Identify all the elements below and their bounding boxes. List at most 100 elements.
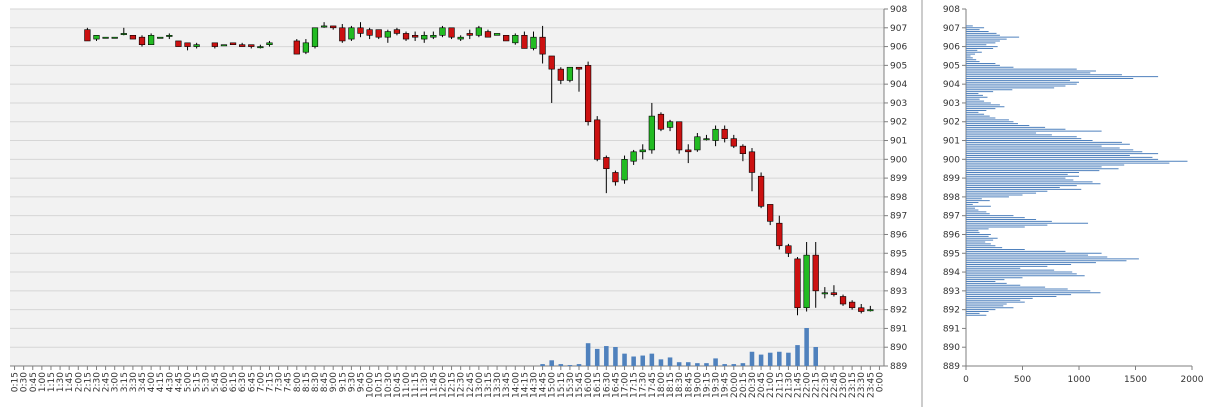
candle-body: [293, 40, 300, 55]
x-tick-label: 3:00: [111, 372, 121, 392]
candle: [603, 155, 610, 194]
candle-body: [685, 149, 692, 153]
x-tick-label: 16:15: [593, 372, 603, 398]
candle: [138, 35, 146, 47]
candle: [120, 27, 127, 36]
candle-body: [612, 172, 619, 183]
profile-y-tick-label: 905: [943, 61, 960, 71]
candle-body: [858, 307, 865, 312]
candle-body: [493, 33, 501, 36]
candle: [630, 149, 637, 165]
x-tick-label: 2:15: [83, 372, 93, 392]
candle: [466, 29, 473, 40]
x-tick-label: 14:00: [511, 372, 521, 398]
volume-bar: [786, 352, 791, 366]
x-tick-label: 3:30: [129, 372, 139, 392]
x-tick-label: 5:30: [202, 372, 212, 392]
candle: [293, 39, 300, 55]
volume-bar: [704, 363, 709, 366]
x-tick-label: 18:30: [675, 372, 685, 398]
x-tick-label: 7:15: [265, 372, 275, 392]
candle-body: [193, 44, 200, 47]
x-tick-label: 18:15: [666, 372, 676, 398]
candle-body: [566, 66, 574, 81]
candle-body: [621, 159, 628, 181]
x-tick-label: 13:30: [493, 372, 503, 398]
x-tick-label: 13:45: [502, 372, 512, 398]
volume-bar: [658, 359, 664, 366]
candle: [539, 25, 546, 64]
volume-bar: [540, 364, 545, 366]
volume-bar: [667, 357, 673, 366]
profile-y-tick-label: 896: [943, 230, 960, 240]
candle-body: [402, 33, 410, 40]
x-tick-label: 20:00: [730, 372, 740, 398]
profile-y-tick-label: 904: [943, 80, 960, 90]
candle: [229, 42, 237, 45]
candle-body: [220, 44, 228, 47]
profile-x-tick-label: 2000: [1181, 375, 1204, 385]
candle-body: [384, 31, 391, 38]
candle-body: [730, 138, 737, 147]
candle: [184, 42, 191, 51]
y-tick-label: 894: [890, 268, 907, 278]
candle: [785, 243, 792, 258]
x-tick-label: 0:00: [875, 372, 885, 392]
y-tick-label: 891: [890, 324, 907, 334]
candle: [248, 44, 255, 49]
volume-bar: [767, 352, 773, 366]
candle-body: [457, 36, 464, 40]
candle: [430, 31, 437, 40]
x-tick-label: 12:00: [438, 372, 448, 398]
candle: [666, 119, 674, 132]
x-tick-label: 10:00: [366, 372, 376, 398]
candle-body: [748, 151, 756, 173]
candle: [548, 55, 555, 103]
x-tick-label: 9:30: [347, 372, 357, 392]
x-tick-label: 23:15: [848, 372, 858, 398]
x-tick-label: 10:15: [375, 372, 385, 398]
candle-body: [448, 27, 455, 38]
candle-body: [584, 65, 592, 123]
x-tick-label: 15:45: [575, 372, 585, 398]
x-tick-label: 11:00: [402, 372, 412, 398]
x-tick-label: 3:45: [138, 372, 148, 392]
volume-bar: [685, 362, 691, 366]
candle-body: [366, 29, 373, 36]
candle: [220, 44, 228, 47]
candle: [384, 29, 391, 43]
candle: [794, 257, 801, 316]
candle: [393, 27, 401, 36]
x-tick-label: 4:15: [156, 372, 166, 392]
x-tick-label: 21:30: [784, 372, 794, 398]
candle-body: [849, 301, 856, 309]
candle-body: [694, 136, 701, 151]
candle: [621, 155, 628, 184]
x-tick-label: 22:15: [812, 372, 822, 398]
x-tick-label: 14:30: [529, 372, 539, 398]
x-tick-label: 20:45: [757, 372, 767, 398]
candle: [657, 112, 665, 132]
x-tick-label: 12:30: [457, 372, 467, 398]
candle: [257, 44, 264, 49]
candle: [721, 125, 728, 143]
candle-body: [603, 157, 610, 170]
candle: [557, 67, 564, 85]
candle: [475, 25, 482, 38]
x-tick-label: 15:30: [566, 372, 576, 398]
x-tick-label: 19:15: [702, 372, 712, 398]
candle-body: [311, 27, 319, 47]
x-tick-label: 20:15: [739, 372, 749, 398]
profile-x-tick-label: 500: [1014, 375, 1031, 385]
candle-body: [639, 149, 646, 153]
x-tick-label: 7:30: [275, 372, 285, 392]
x-tick-label: 10:45: [393, 372, 403, 398]
x-tick-label: 14:45: [539, 372, 549, 398]
x-tick-label: 1:45: [65, 372, 75, 392]
candle-body: [166, 35, 173, 37]
x-tick-label: 2:30: [92, 372, 102, 392]
y-tick-label: 895: [890, 249, 907, 259]
candle-body: [484, 31, 492, 38]
candle: [457, 35, 464, 41]
candle-body: [266, 42, 273, 45]
